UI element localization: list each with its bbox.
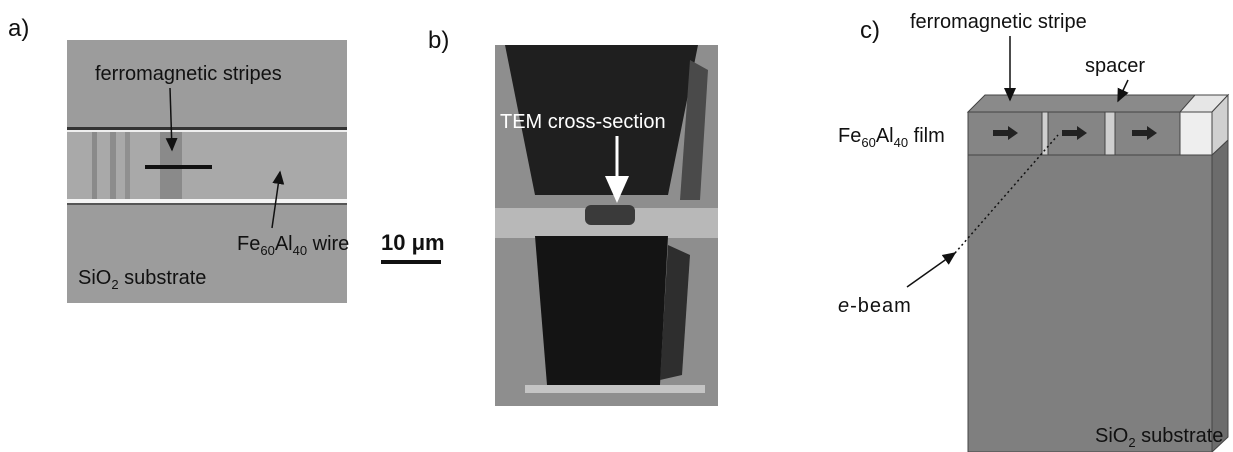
stripe xyxy=(110,132,116,199)
subscript: 40 xyxy=(894,135,908,150)
scale-label: 10 μm xyxy=(381,230,445,255)
text-part: e xyxy=(838,295,850,317)
wire-edge xyxy=(67,199,347,203)
annotation: ferromagnetic stripes xyxy=(95,63,282,85)
text-part: Al xyxy=(876,125,894,147)
text-part: film xyxy=(908,125,945,147)
spacer xyxy=(1105,112,1115,155)
micrograph-b xyxy=(495,45,718,406)
annotation: Fe60Al40 film xyxy=(838,125,945,150)
substrate-side xyxy=(1212,140,1228,452)
annotation: ferromagnetic stripe xyxy=(910,11,1087,33)
trench xyxy=(535,236,668,385)
text-part: Al xyxy=(275,233,293,255)
annotation: TEM cross-section xyxy=(500,111,666,133)
text-part: SiO xyxy=(1095,425,1128,447)
figure: a) ferromagnetic stripes Fe60Al40 wire S… xyxy=(0,0,1233,452)
wire-edge xyxy=(67,203,347,205)
text-part: substrate xyxy=(119,267,207,289)
subscript: 60 xyxy=(861,135,875,150)
text-part: Fe xyxy=(237,233,260,255)
text-part: SiO xyxy=(78,267,111,289)
wire-edge xyxy=(67,130,347,132)
annotation: spacer xyxy=(1085,55,1145,77)
arrow xyxy=(907,253,955,287)
spacer xyxy=(1042,112,1048,155)
text-part: substrate xyxy=(1136,425,1224,447)
text-part: wire xyxy=(307,233,349,255)
film-end xyxy=(1180,112,1212,155)
panel-label: b) xyxy=(428,27,449,54)
cut-line xyxy=(145,165,212,169)
annotation: SiO2 substrate xyxy=(1095,425,1223,450)
page: a) ferromagnetic stripes Fe60Al40 wire S… xyxy=(0,0,1233,452)
panel-label: a) xyxy=(8,15,29,42)
panel-label: c) xyxy=(860,17,880,44)
stripe xyxy=(125,132,130,199)
wire-edge xyxy=(67,127,347,130)
lamella xyxy=(585,205,635,225)
sample-schematic xyxy=(968,95,1228,452)
annotation: e-beam xyxy=(838,295,912,317)
subscript: 60 xyxy=(260,243,274,258)
subscript: 2 xyxy=(1128,435,1135,450)
text-part: -beam xyxy=(850,295,912,317)
text-part: Fe xyxy=(838,125,861,147)
substrate xyxy=(968,155,1212,452)
subscript: 2 xyxy=(111,277,118,292)
annotation: SiO2 substrate xyxy=(78,267,206,292)
trench-edge xyxy=(525,385,705,393)
scale-bar xyxy=(381,260,441,264)
subscript: 40 xyxy=(293,243,307,258)
stripe xyxy=(92,132,97,199)
